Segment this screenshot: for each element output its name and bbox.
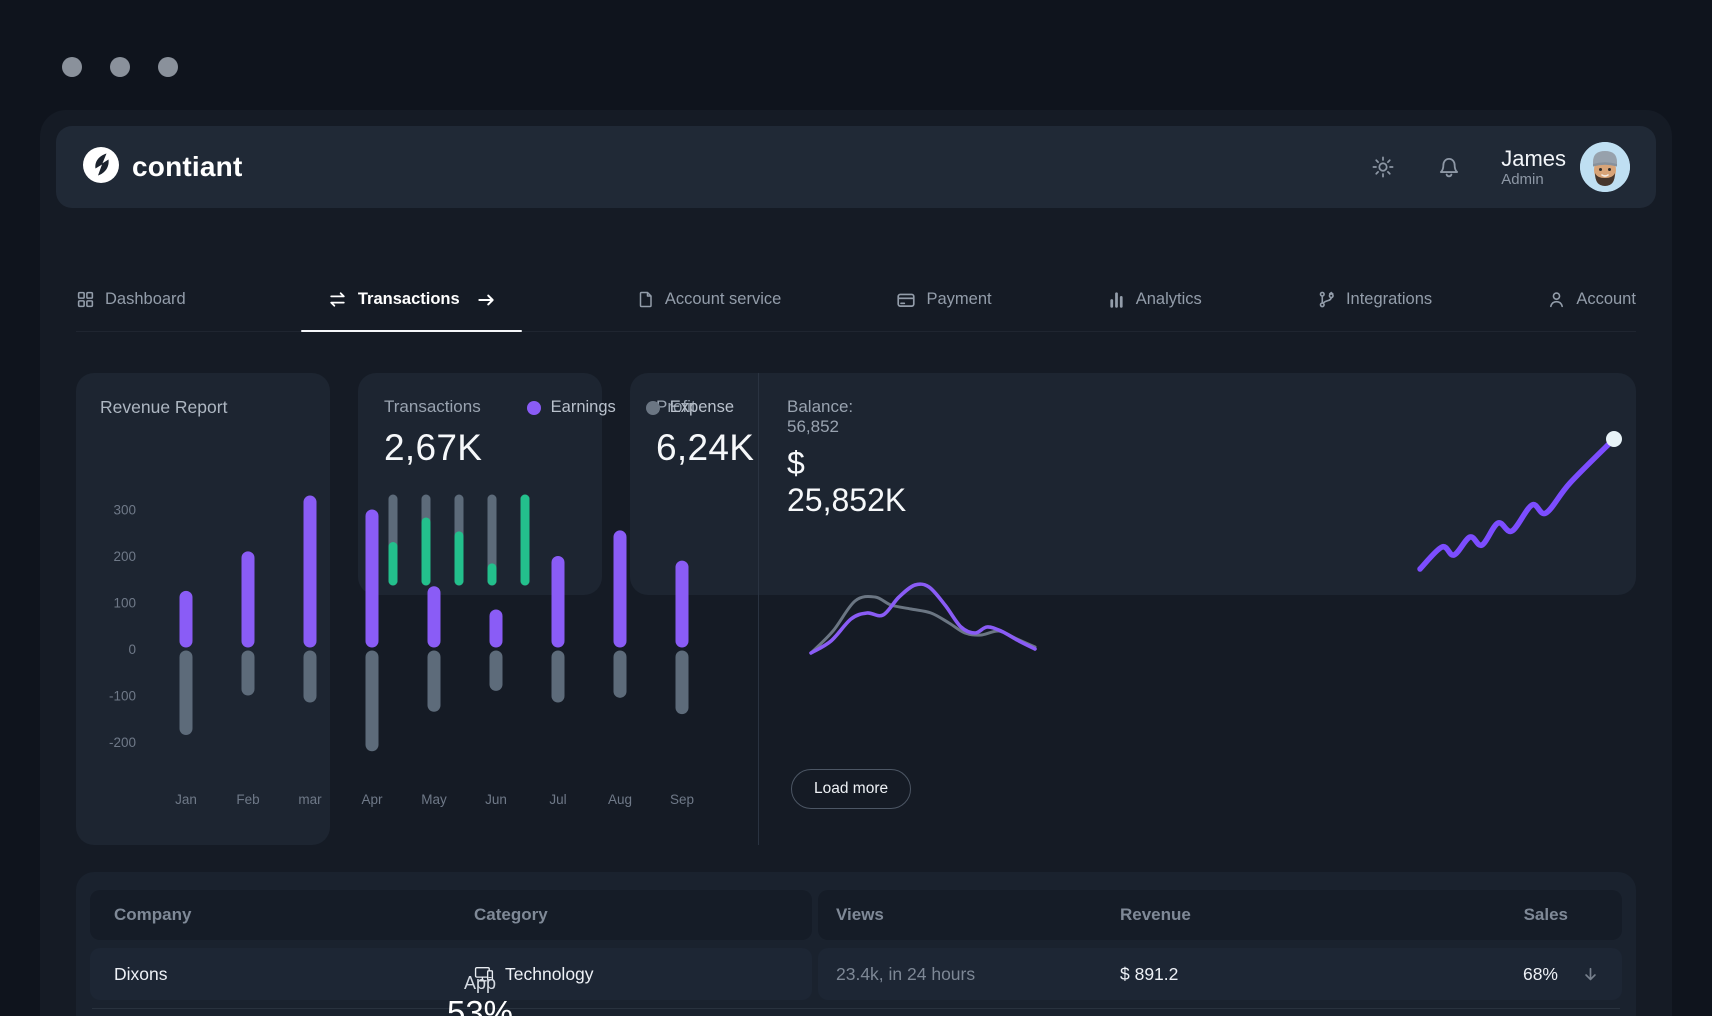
transactions-minibar-chart — [388, 494, 530, 586]
svg-text:mar: mar — [298, 792, 322, 807]
window-dot[interactable] — [62, 57, 82, 77]
user-info[interactable]: James Admin — [1501, 146, 1566, 189]
tab-account-service[interactable]: Account service — [637, 268, 781, 331]
balance-section: Balance: 56,852 $ 25,852K Load more — [758, 373, 1037, 845]
svg-text:200: 200 — [113, 549, 136, 564]
grid-icon — [76, 290, 95, 309]
transactions-card-label: Transactions — [384, 397, 481, 416]
table-row[interactable]: Dixons Technology 23.4k, in 24 hours — [90, 948, 1622, 1000]
legend-earnings-label: Earnings — [550, 398, 616, 416]
svg-text:Jun: Jun — [485, 792, 507, 807]
column-header-sales[interactable]: Sales — [1523, 905, 1568, 924]
user-role: Admin — [1501, 171, 1544, 189]
tab-dashboard[interactable]: Dashboard — [76, 268, 186, 331]
svg-text:May: May — [421, 792, 447, 807]
svg-text:300: 300 — [113, 503, 136, 518]
svg-text:Jul: Jul — [549, 792, 566, 807]
donut-center-value: 53% — [446, 993, 514, 1016]
user-avatar[interactable] — [1580, 142, 1630, 192]
row-divider — [92, 1008, 1620, 1009]
tab-label: Transactions — [357, 290, 460, 308]
monitor-icon — [474, 965, 495, 984]
notifications-bell-icon[interactable] — [1437, 155, 1461, 179]
revenue-chart-section: Revenue Report Earnings Expense 300 200 10… — [76, 373, 758, 845]
column-header-company[interactable]: Company — [114, 905, 192, 924]
balance-sparkline-chart — [809, 582, 1037, 655]
person-icon — [1547, 290, 1566, 309]
app-window: contiant James Admin — [40, 110, 1672, 1016]
cell-sales: 68% — [1522, 963, 1558, 984]
cell-views: 23.4k, in 24 hours — [836, 963, 976, 984]
bar-chart-icon — [1107, 290, 1126, 309]
earnings-dot-icon — [526, 400, 541, 415]
contiant-logo-icon — [82, 146, 120, 189]
theme-toggle-sun-icon[interactable] — [1371, 155, 1395, 179]
tab-transactions[interactable]: Transactions — [300, 268, 522, 332]
tab-label: Account — [1576, 290, 1636, 308]
revenue-report-card: Revenue Report Earnings Expense 300 200 10… — [76, 373, 1037, 845]
tab-account[interactable]: Account — [1547, 268, 1636, 331]
window-controls[interactable] — [62, 57, 178, 77]
svg-text:-200: -200 — [109, 735, 136, 750]
tab-integrations[interactable]: Integrations — [1317, 268, 1432, 331]
window-dot[interactable] — [158, 57, 178, 77]
profit-card-value: 6,24K — [656, 427, 755, 468]
primary-nav: Dashboard Transactions Accou — [76, 268, 1636, 332]
arrow-right-icon — [476, 290, 496, 310]
cell-category-label: Technology — [505, 963, 594, 984]
branch-icon — [1317, 290, 1336, 309]
tab-payment[interactable]: Payment — [896, 268, 992, 331]
cell-revenue: $ 891.2 — [1120, 963, 1179, 984]
svg-text:Sep: Sep — [670, 792, 694, 807]
brand-name: contiant — [132, 151, 243, 182]
app-donut-chart: App 53% — [402, 924, 558, 1016]
revenue-report-title: Revenue Report — [100, 397, 228, 417]
legend-expense-label: Expense — [669, 398, 734, 416]
load-more-button[interactable]: Load more — [791, 769, 912, 809]
companies-table: Company Category Views Revenue Sales Dix… — [76, 872, 1636, 1016]
credit-card-icon — [896, 290, 916, 310]
column-header-category[interactable]: Category — [474, 905, 548, 924]
document-icon — [637, 290, 655, 309]
profit-card-label: Profit — [656, 397, 696, 416]
legend-earnings: Earnings — [526, 398, 616, 417]
tab-analytics[interactable]: Analytics — [1107, 268, 1202, 331]
revenue-legend: Earnings Expense — [526, 398, 734, 417]
cell-company: Dixons — [114, 963, 168, 984]
tab-label: Integrations — [1345, 290, 1433, 308]
tab-label: Dashboard — [105, 290, 186, 308]
svg-text:Aug: Aug — [608, 792, 632, 807]
balance-label: Balance: 56,852 — [787, 397, 854, 436]
cell-category: Technology — [474, 964, 812, 985]
donut-center-label: App — [463, 973, 497, 994]
revenue-bar-chart: 300 200 100 0 -100 -200 Jan Feb mar Apr May Jun Jul A… — [109, 495, 694, 807]
profit-sparkline-chart — [1417, 431, 1622, 572]
svg-text:0: 0 — [128, 642, 136, 657]
tab-label: Account service — [664, 290, 782, 308]
swap-icon — [327, 289, 348, 310]
svg-text:-100: -100 — [109, 689, 136, 704]
brand-logo[interactable]: contiant — [82, 146, 242, 189]
column-header-views[interactable]: Views — [836, 905, 884, 924]
expense-dot-icon — [645, 400, 660, 415]
user-name: James — [1501, 145, 1566, 171]
top-bar: contiant James Admin — [56, 126, 1656, 208]
tab-label: Payment — [926, 290, 992, 308]
column-header-revenue[interactable]: Revenue — [1120, 905, 1191, 924]
legend-expense: Expense — [645, 398, 734, 417]
window-dot[interactable] — [110, 57, 130, 77]
transactions-card-value: 2,67K — [384, 427, 483, 468]
svg-text:Apr: Apr — [361, 792, 383, 807]
tab-label: Analytics — [1135, 290, 1202, 308]
svg-text:100: 100 — [113, 596, 136, 611]
table-header-row: Company Category Views Revenue Sales — [90, 890, 1622, 940]
svg-text:Jan: Jan — [175, 792, 197, 807]
balance-value: $ 25,852K — [787, 445, 907, 518]
svg-text:Feb: Feb — [236, 792, 259, 807]
down-arrow-icon[interactable] — [1568, 965, 1612, 984]
profit-stat-card: Profit 6,24K — [630, 373, 1636, 595]
